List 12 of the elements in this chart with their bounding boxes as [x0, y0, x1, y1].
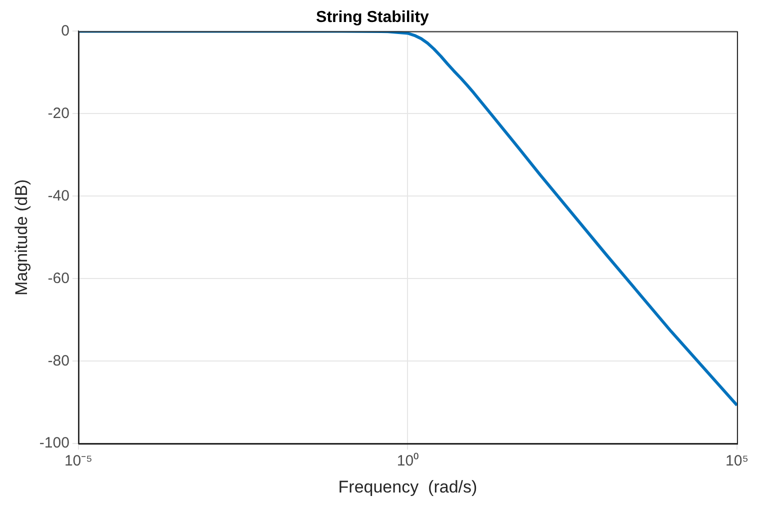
y-tick-label: 0	[61, 22, 70, 40]
x-axis-title: Frequency (rad/s)	[338, 477, 478, 496]
y-tick-label: -20	[48, 104, 70, 122]
y-tick-label: -40	[48, 187, 70, 204]
x-tick-label: 10⁻⁵	[64, 452, 92, 470]
x-tick-label: 10⁵	[726, 452, 748, 470]
y-tick-label: -80	[48, 352, 70, 370]
y-tick-label: -100	[39, 434, 70, 452]
chart-title: String Stability	[316, 9, 430, 26]
x-tick-label: 10⁰	[396, 452, 419, 470]
y-tick-label: -60	[48, 270, 70, 287]
y-axis-title: Magnitude (dB)	[12, 179, 31, 296]
